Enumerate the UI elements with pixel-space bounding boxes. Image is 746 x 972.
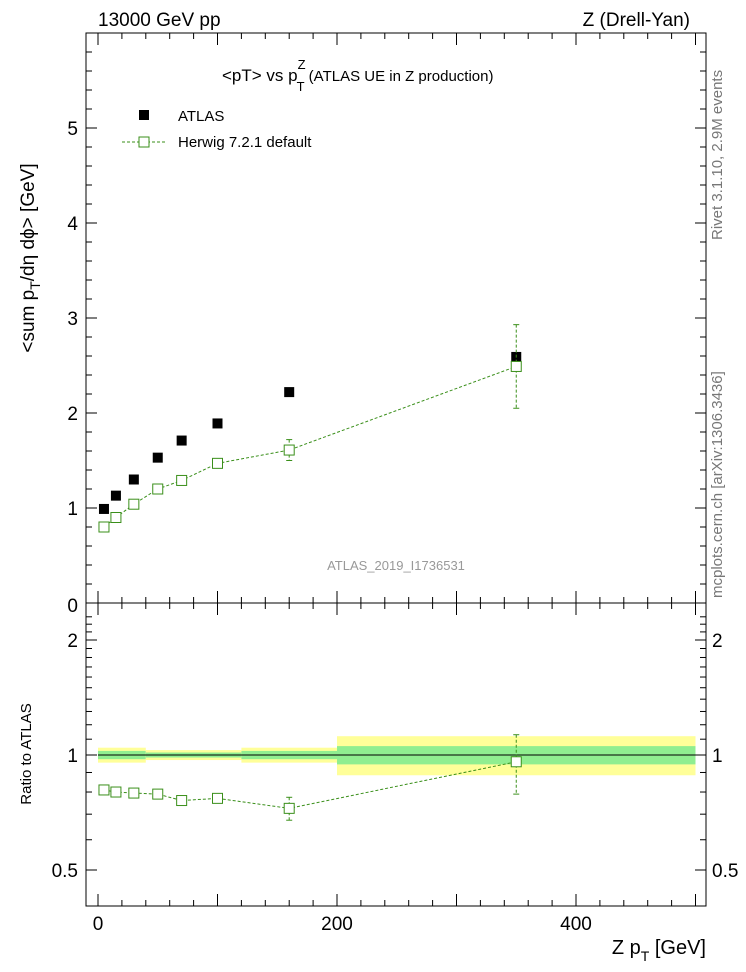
atlas-point — [128, 474, 139, 485]
ratio-point — [510, 756, 522, 768]
header-right: Z (Drell-Yan) — [583, 10, 690, 31]
main-y-tick-label-zero: 0 — [67, 596, 78, 617]
ratio-y-tick-label-right: 2 — [712, 631, 723, 652]
main-y-tick-label: 1 — [67, 499, 78, 520]
herwig-point — [128, 498, 140, 510]
atlas-point — [176, 435, 187, 446]
main-y-tick-label: 3 — [67, 309, 78, 330]
main-y-tick-label: 4 — [67, 214, 78, 235]
herwig-point — [510, 360, 522, 372]
legend-marker-herwig — [138, 136, 150, 148]
ratio-y-tick-label-right: 1 — [712, 746, 723, 767]
x-axis-label: Z pT [GeV] — [612, 937, 706, 964]
herwig-line — [103, 365, 517, 528]
atlas-point — [212, 418, 223, 429]
main-y-tick-label: 5 — [67, 119, 78, 140]
main-panel: <pT> vs pZ T (ATLAS UE in Z production) <… — [18, 32, 707, 617]
atlas-point — [284, 387, 295, 398]
herwig-point — [152, 483, 164, 495]
legend-label-herwig: Herwig 7.2.1 default — [178, 134, 312, 151]
ratio-y-tick-label-right: 0.5 — [712, 861, 738, 882]
x-tick-label: 400 — [560, 914, 592, 935]
legend: ATLAS Herwig 7.2.1 default — [122, 108, 312, 151]
herwig-point — [98, 521, 110, 533]
ratio-point — [283, 802, 295, 814]
main-y-label: <sum pT/dη dϕ> [GeV] — [18, 163, 43, 352]
ratio-y-tick-label: 0.5 — [52, 861, 78, 882]
ratio-point — [176, 795, 188, 807]
legend-marker-atlas — [139, 110, 149, 120]
x-tick-label: 200 — [321, 914, 353, 935]
atlas-point — [98, 503, 109, 514]
ratio-point — [110, 786, 122, 798]
ratio-y-label: Ratio to ATLAS — [18, 703, 35, 804]
ratio-panel: Ratio to ATLAS 0.5 0.5 1 1 2 2 0 200 400 Z pT [G… — [18, 602, 738, 964]
herwig-point — [176, 474, 188, 486]
atlas-point — [110, 490, 121, 501]
herwig-point — [283, 444, 295, 456]
ratio-point — [128, 787, 140, 799]
herwig-point — [110, 512, 122, 523]
main-title: <pT> vs pZ T (ATLAS UE in Z production) — [222, 57, 493, 94]
ratio-frame — [85, 602, 707, 907]
ratio-point — [152, 788, 164, 800]
ratio-y-tick-label: 2 — [67, 631, 78, 652]
ratio-y-tick-label: 1 — [67, 746, 78, 767]
main-y-tick-label: 2 — [67, 404, 78, 425]
ratio-point — [98, 784, 110, 796]
x-tick-label: 0 — [93, 914, 104, 935]
header-left: 13000 GeV pp — [98, 10, 221, 31]
herwig-point — [212, 457, 223, 469]
atlas-point — [152, 452, 163, 463]
rivet-label: Rivet 3.1.10, 2.9M events — [709, 70, 726, 240]
analysis-watermark: ATLAS_2019_I1736531 — [327, 558, 465, 573]
ratio-point — [212, 792, 223, 804]
legend-label-atlas: ATLAS — [178, 108, 224, 125]
mcplots-label: mcplots.cern.ch [arXiv:1306.3436] — [709, 371, 726, 598]
